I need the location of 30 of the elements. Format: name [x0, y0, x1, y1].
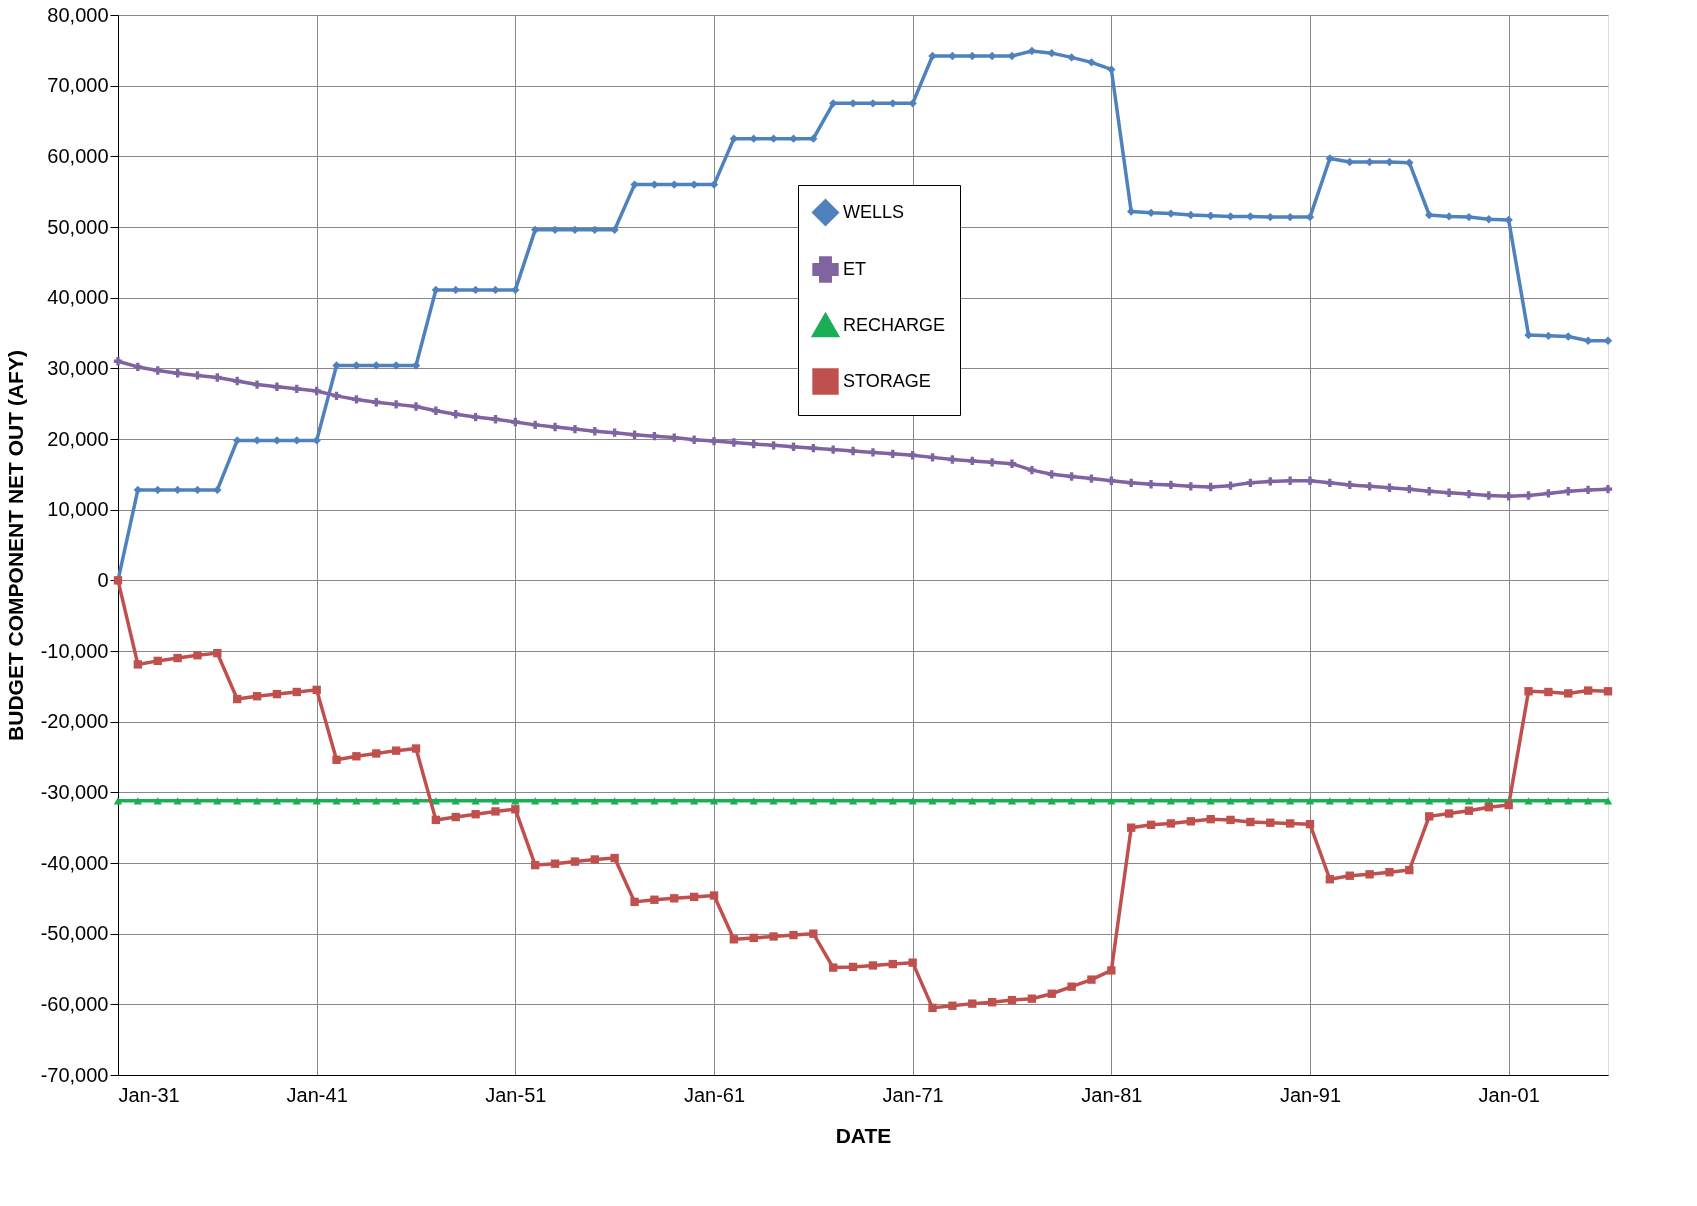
y-tick-label: 80,000	[47, 3, 109, 26]
y-tick-label: 20,000	[47, 427, 109, 450]
x-axis-title: DATE	[835, 1123, 892, 1147]
legend-label: WELLS	[843, 201, 905, 222]
y-tick-label: -60,000	[40, 992, 109, 1015]
y-tick-label: 40,000	[47, 286, 109, 309]
y-axis-title: BUDGET COMPONENT NET OUT (AFY)	[3, 350, 27, 741]
y-tick-label: 30,000	[47, 356, 109, 379]
legend-label: STORAGE	[843, 370, 931, 391]
legend-label: ET	[843, 258, 867, 279]
y-tick-label: 10,000	[47, 498, 109, 521]
x-tick-label: Jan-91	[1279, 1083, 1342, 1106]
x-tick-label: Jan-31	[118, 1083, 180, 1106]
y-tick-label: -70,000	[40, 1063, 109, 1086]
y-tick-label: 50,000	[47, 215, 109, 238]
y-tick-label: 70,000	[47, 74, 109, 97]
y-tick-label: -50,000	[40, 922, 109, 945]
y-tick-label: -40,000	[40, 851, 109, 874]
x-tick-label: Jan-61	[683, 1083, 746, 1106]
x-tick-label: Jan-81	[1081, 1083, 1143, 1106]
y-tick-label: -10,000	[40, 639, 109, 662]
y-tick-label: 60,000	[47, 144, 109, 167]
x-tick-label: Jan-51	[485, 1083, 547, 1106]
x-tick-label: Jan-01	[1478, 1083, 1540, 1106]
legend-label: RECHARGE	[843, 314, 946, 335]
y-tick-label: 0	[97, 568, 109, 591]
x-tick-label: Jan-41	[286, 1083, 348, 1106]
y-tick-label: -30,000	[40, 780, 109, 803]
x-tick-label: Jan-71	[882, 1083, 944, 1106]
y-tick-label: -20,000	[40, 710, 109, 733]
